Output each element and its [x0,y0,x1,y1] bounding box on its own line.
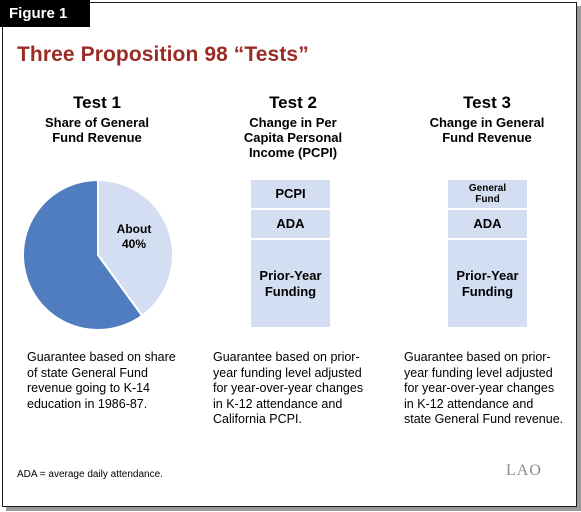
test-1-heading: Test 1 [73,93,121,112]
stack-segment-ada: ADA [448,210,527,238]
pie-slice-label-line: About [116,222,152,236]
test-2-description-line: Guarantee based on prior- [213,350,360,364]
test-1-subtitle-line: Share of General [44,115,150,130]
test-3-description-line: Guarantee based on prior- [404,350,551,364]
stack-segment-label: Fund [475,194,500,205]
stack-segment-prior-year-funding: Prior-Year Funding [251,240,330,327]
lao-logo: LAO [506,462,542,479]
figure-label: Figure 1 [0,0,90,27]
stack-segment-label: General [468,183,507,194]
pie-slice-1 [22,179,144,331]
stack-segment-label: ADA [276,216,305,231]
stack-segment-label: PCPI [275,186,306,201]
test-2-description-line: for year-over-year changes [213,381,364,395]
test-1-description: Guarantee based on share of state Genera… [27,350,202,412]
stack-segment-label: Prior-Year [456,267,519,283]
footnote: ADA = average daily attendance. [17,469,163,480]
test-2-heading: Test 2 [269,93,317,112]
figure-title: Three Proposition 98 “Tests” [17,43,309,66]
test-1-subtitle-line: Fund Revenue [52,130,142,145]
test-3-subtitle-line: Fund Revenue [442,130,532,145]
stack-segment-pcpi: PCPI [251,180,330,208]
test-1-description-line: of state General Fund [27,365,148,380]
test-2-subtitle: Change in Per Capita Personal Income (PC… [218,115,368,160]
share-pie-chart [22,179,174,331]
test-3-description: Guarantee based on prior- year funding l… [404,350,579,428]
stack-segment-prior-year-funding: Prior-Year Funding [448,240,527,327]
pie-slice-0 [97,179,174,318]
test-2-subtitle-line: Capita Personal [243,130,343,145]
test-3-description-line: state General Fund revenue. [404,412,564,426]
test-1-subtitle: Share of General Fund Revenue [22,115,172,145]
stack-segment-label: Funding [264,283,317,299]
stack-segment-general-fund: General Fund [448,180,527,208]
test-2-stack: PCPI ADA Prior-Year Funding [251,180,330,327]
test-3-description-line: in K-12 attendance and [404,396,534,411]
stack-segment-label: Funding [461,283,514,299]
test-1-description-line: revenue going to K-14 [27,381,151,395]
test-2-description: Guarantee based on prior- year funding l… [213,350,393,428]
test-1-description-line: Guarantee based on share [27,350,176,364]
test-1-description-line: education in 1986-87. [27,396,148,411]
stack-segment-label: ADA [473,216,502,231]
stack-segment-ada: ADA [251,210,330,238]
test-2-description-line: California PCPI. [213,412,302,426]
pie-slice-label-line: 40% [121,237,147,251]
test-3-subtitle: Change in General Fund Revenue [412,115,562,145]
test-2-description-line: year funding level adjusted [213,365,362,380]
test-3-description-line: year funding level adjusted [404,365,553,380]
stack-segment-label: Prior-Year [259,267,322,283]
test-3-heading: Test 3 [463,93,511,112]
test-3-description-line: for year-over-year changes [404,381,555,395]
test-2-description-line: in K-12 attendance and [213,396,343,411]
pie-slice-label: About 40% [104,222,164,252]
test-3-stack: General Fund ADA Prior-Year Funding [448,180,527,327]
test-2-subtitle-line: Income (PCPI) [248,145,338,160]
test-3-subtitle-line: Change in General [429,115,545,130]
test-2-subtitle-line: Change in Per [249,115,337,130]
